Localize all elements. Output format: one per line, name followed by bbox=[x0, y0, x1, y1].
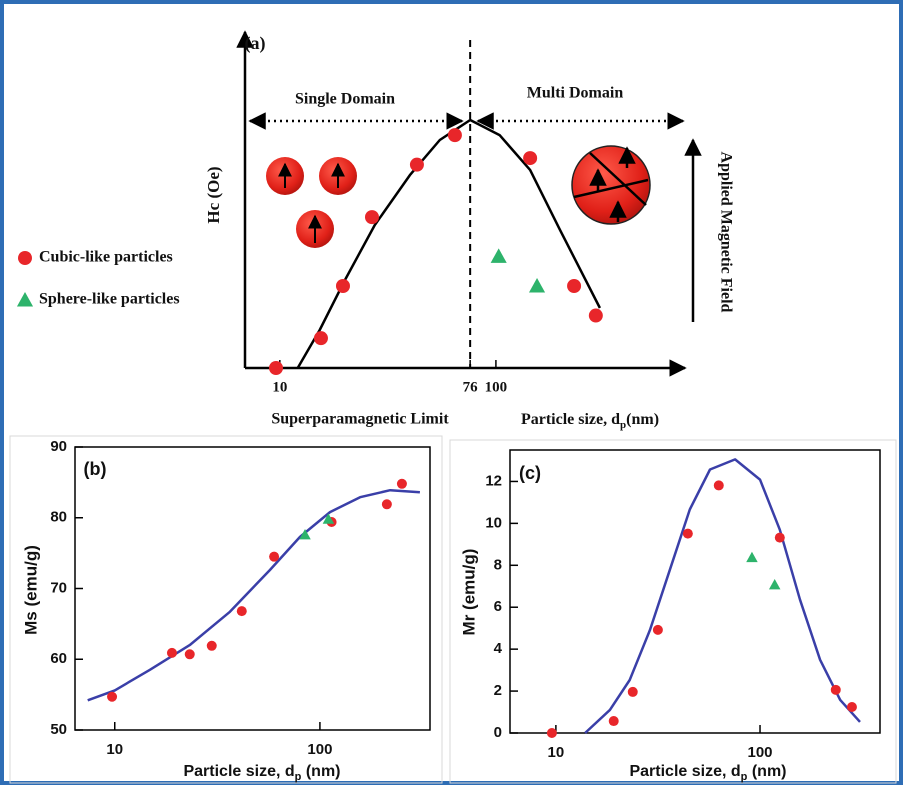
annotation: Multi Domain bbox=[527, 85, 624, 102]
single-domain-particles bbox=[266, 157, 357, 248]
x-axis-label-part: Particle size, d bbox=[183, 763, 294, 780]
y-tick-label: 70 bbox=[50, 579, 67, 596]
data-point bbox=[713, 480, 724, 491]
y-axis-label: Hc (Oe) bbox=[204, 166, 223, 223]
y-tick-label: 2 bbox=[494, 682, 502, 699]
data-point bbox=[107, 691, 118, 702]
legend-label: Sphere-like particles bbox=[39, 291, 180, 308]
annotation: Applied Magnetic Field bbox=[717, 152, 734, 313]
x-tick-label: 100 bbox=[307, 741, 332, 758]
x-axis-label-part: (nm) bbox=[301, 763, 340, 780]
x-axis-label-part: (nm) bbox=[626, 411, 659, 428]
data-point bbox=[396, 478, 407, 489]
x-axis-label-part: Particle size, d bbox=[629, 763, 740, 780]
legend-marker bbox=[16, 291, 34, 307]
x-tick-label: 10 bbox=[548, 744, 565, 761]
y-tick-label: 90 bbox=[50, 438, 67, 455]
x-axis-label-part: p bbox=[295, 771, 302, 783]
x-axis-label-part: p bbox=[741, 771, 748, 783]
data-point bbox=[830, 684, 841, 695]
data-point bbox=[184, 649, 195, 660]
x-axis-label: Particle size, dp (nm) bbox=[183, 763, 340, 783]
data-point bbox=[608, 716, 619, 727]
y-tick-label: 8 bbox=[494, 556, 502, 573]
x-axis-label-part: Particle size, d bbox=[521, 411, 620, 428]
data-point bbox=[528, 277, 546, 293]
y-tick-label: 80 bbox=[50, 509, 67, 526]
plot-frame bbox=[509, 449, 881, 734]
y-tick-label: 4 bbox=[494, 640, 503, 657]
data-point bbox=[364, 210, 379, 225]
multi-domain-particle bbox=[571, 145, 651, 225]
y-tick-label: 12 bbox=[485, 472, 502, 489]
x-axis-label: Particle size, dp (nm) bbox=[629, 763, 786, 783]
y-tick-label: 10 bbox=[485, 514, 502, 531]
data-point bbox=[447, 128, 462, 143]
x-axis-label-part: p bbox=[620, 419, 626, 431]
data-point bbox=[299, 528, 311, 540]
data-point bbox=[652, 624, 663, 635]
y-axis-label: Ms (emu/g) bbox=[21, 545, 40, 635]
x-tick-label: 10 bbox=[272, 379, 287, 395]
fit-curve bbox=[296, 118, 602, 369]
data-point bbox=[546, 728, 557, 738]
data-point bbox=[768, 579, 781, 590]
data-point bbox=[567, 279, 582, 293]
y-tick-label: 60 bbox=[50, 650, 67, 667]
panel-b-frame bbox=[9, 435, 443, 784]
legend-marker bbox=[18, 251, 32, 265]
fit-curve bbox=[87, 488, 420, 702]
data-point bbox=[166, 647, 177, 658]
panel-title: (b) bbox=[84, 459, 107, 479]
y-tick-label: 6 bbox=[494, 598, 502, 615]
data-point bbox=[335, 279, 350, 293]
x-axis-label-part: (nm) bbox=[747, 763, 786, 780]
x-tick-label: 100 bbox=[748, 744, 773, 761]
data-point bbox=[313, 331, 328, 346]
data-point bbox=[409, 157, 424, 172]
x-tick-label: 100 bbox=[485, 379, 508, 395]
data-point bbox=[236, 606, 247, 617]
data-point bbox=[846, 702, 857, 713]
panel-title: (c) bbox=[519, 463, 541, 483]
data-point bbox=[322, 513, 335, 524]
data-point bbox=[381, 499, 392, 510]
x-tick-label: 10 bbox=[106, 741, 123, 758]
panel-title: (a) bbox=[245, 33, 266, 54]
data-point bbox=[206, 640, 217, 651]
x-tick-label: 76 bbox=[463, 379, 479, 395]
y-tick-label: 50 bbox=[50, 721, 67, 738]
data-point bbox=[627, 686, 638, 697]
data-point bbox=[523, 151, 538, 166]
data-point bbox=[746, 551, 758, 563]
data-point bbox=[682, 528, 693, 539]
data-point bbox=[588, 308, 603, 323]
fit-curve bbox=[584, 458, 861, 734]
y-axis-label: Mr (emu/g) bbox=[459, 549, 478, 636]
legend-label: Cubic-like particles bbox=[39, 249, 173, 266]
annotation: Superparamagnetic Limit bbox=[271, 411, 449, 428]
data-point bbox=[269, 551, 280, 562]
x-axis-label: Particle size, dp(nm) bbox=[521, 411, 659, 431]
y-tick-label: 0 bbox=[494, 724, 502, 741]
annotation: Single Domain bbox=[295, 91, 395, 108]
data-point bbox=[774, 532, 785, 543]
panel-c-frame bbox=[449, 439, 897, 784]
data-point bbox=[268, 361, 283, 375]
data-point bbox=[490, 248, 507, 263]
